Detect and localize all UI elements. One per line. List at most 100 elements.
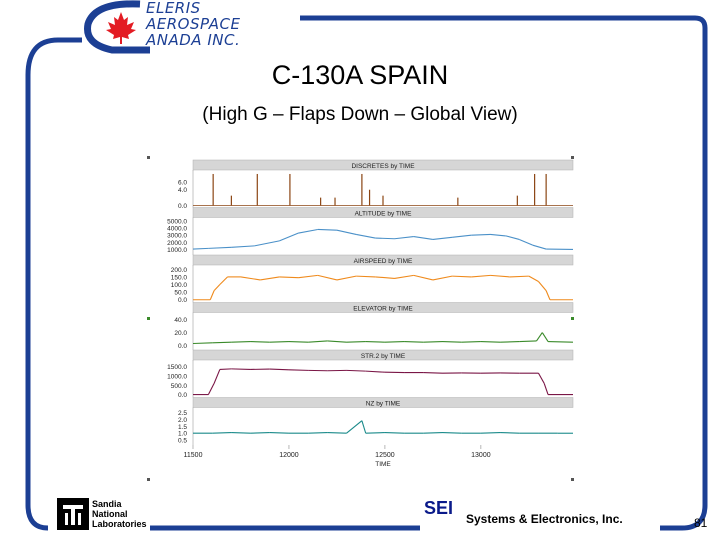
y-tick-label: 3000.0 (167, 233, 187, 240)
y-tick-label: 100.0 (171, 282, 188, 289)
series-segment (213, 284, 221, 291)
series-segment (288, 369, 309, 371)
sandia-labs-name: Sandia National Laboratories (92, 499, 147, 529)
y-tick-label: 0.0 (178, 343, 187, 350)
series-segment (212, 431, 232, 434)
y-tick-label: 2.0 (178, 417, 187, 424)
series-segment (219, 368, 232, 370)
panel-title: AIRSPEED by TIME (354, 258, 413, 265)
series-segment (500, 341, 520, 343)
y-tick-label: 50.0 (174, 290, 187, 297)
y-tick-label: 5000.0 (167, 218, 187, 225)
series-segment (269, 368, 289, 371)
series-segment (490, 274, 510, 278)
y-tick-label: 2.5 (178, 410, 187, 417)
series-segment (432, 275, 453, 281)
series-segment (375, 276, 395, 279)
series-segment (423, 341, 443, 343)
x-axis-label: TIME (375, 461, 391, 468)
logo-line-3: ANADA INC. (146, 31, 241, 49)
series-segment (404, 341, 424, 343)
series-segment (346, 420, 363, 434)
y-tick-label: 1500.0 (167, 364, 187, 371)
series-segment (490, 233, 506, 237)
series-segment (231, 431, 251, 434)
series-segment (545, 290, 551, 300)
series-segment (288, 341, 309, 343)
series-segment (231, 245, 255, 248)
series-segment (260, 276, 280, 281)
y-tick-label: 2000.0 (167, 240, 187, 247)
company-logo-text: ELERIS AEROSPACE ANADA INC. (146, 0, 241, 48)
series-segment (442, 431, 462, 434)
series-segment (384, 341, 405, 343)
panel-header (192, 254, 574, 266)
series-segment (519, 238, 533, 246)
series-segment (505, 235, 520, 240)
series-segment (538, 281, 547, 291)
series-segment (375, 237, 395, 240)
series-segment (452, 234, 472, 238)
y-tick-label: 0.0 (178, 297, 187, 304)
series-segment (528, 275, 539, 282)
y-tick-label: 40.0 (174, 317, 187, 324)
series-segment (192, 342, 213, 345)
series-segment (279, 276, 299, 279)
series-segment (461, 341, 481, 343)
series-segment (537, 372, 545, 384)
y-tick-label: 1.0 (178, 431, 187, 438)
logo-line-1: ELERIS (146, 0, 201, 17)
series-segment (336, 275, 357, 281)
series-segment (192, 247, 209, 250)
maple-leaf-icon (106, 12, 136, 44)
y-tick-label: 20.0 (174, 330, 187, 337)
series-segment (254, 240, 280, 247)
y-tick-label: 0.0 (178, 392, 187, 399)
series-segment (548, 341, 574, 343)
panel-header (192, 349, 574, 361)
series-segment (536, 332, 543, 342)
series-segment (532, 244, 547, 250)
series-segment (327, 431, 347, 434)
y-tick-label: 4.0 (178, 187, 187, 194)
series-segment (471, 274, 491, 278)
series-segment (432, 236, 453, 241)
series-segment (269, 431, 289, 434)
company-name: Systems & Electronics, Inc. (466, 512, 623, 526)
sandia-line-1: Sandia (92, 499, 122, 509)
panel-title: DISCRETES by TIME (351, 163, 415, 170)
series-segment (394, 274, 414, 279)
series-segment (231, 368, 251, 370)
corner-marker (571, 156, 574, 159)
series-segment (213, 369, 221, 384)
sandia-logo (57, 498, 89, 530)
panel-header (192, 397, 574, 408)
panel-title: NZ by TIME (366, 401, 401, 408)
panel-header (192, 302, 574, 313)
series-segment (346, 341, 366, 343)
series-segment (250, 431, 270, 434)
series-segment (541, 332, 549, 342)
panel-header (192, 207, 574, 218)
panel-header (192, 159, 574, 171)
y-tick-label: 1.5 (178, 424, 187, 431)
series-segment (269, 341, 289, 343)
sandia-line-2: National (92, 509, 128, 519)
sei-logo-text: SEI (424, 498, 454, 518)
series-segment (384, 431, 405, 434)
series-segment (356, 275, 376, 278)
logo-c-icon (84, 0, 150, 54)
series-segment (500, 431, 520, 434)
series-segment (471, 233, 491, 236)
x-tick-label: 12000 (279, 452, 299, 459)
logo-line-2: AEROSPACE (146, 15, 241, 33)
y-tick-label: 4000.0 (167, 226, 187, 233)
series-segment (480, 341, 501, 343)
panel-title: STR.2 by TIME (361, 353, 406, 360)
series-segment (231, 341, 251, 343)
x-tick-label: 11500 (184, 452, 203, 459)
series-segment (209, 290, 215, 300)
series-segment (346, 369, 366, 372)
y-tick-label: 150.0 (171, 274, 188, 281)
panel-title: ELEVATOR by TIME (353, 306, 413, 313)
